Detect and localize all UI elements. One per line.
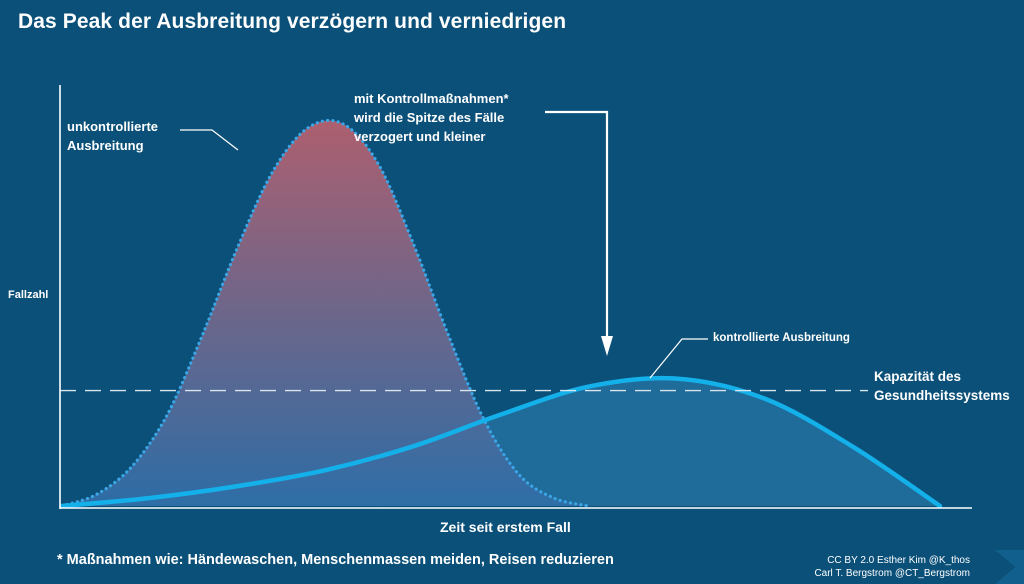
annotation-controlled-measures: mit Kontrollmaßnahmen* wird die Spitze d… <box>354 91 509 144</box>
annotation-controlled-curve: kontrollierte Ausbreitung <box>713 332 850 344</box>
credit-block: CC BY 2.0 Esther Kim @K_thos Carl T. Ber… <box>814 554 970 580</box>
chart-title: Das Peak der Ausbreitung verzögern und v… <box>18 10 567 33</box>
leader-controlled <box>649 338 708 379</box>
leader-uncontrolled <box>180 129 239 151</box>
credit-line-1: CC BY 2.0 Esther Kim @K_thos <box>827 555 970 566</box>
arrow-head <box>601 336 613 356</box>
controlled-area <box>62 378 940 506</box>
x-axis-label: Zeit seit erstem Fall <box>440 519 571 535</box>
arrow-shaft <box>545 110 609 342</box>
credit-line-2: Carl T. Bergstrom @CT_Bergstrom <box>814 568 970 579</box>
controlled-line <box>59 375 943 509</box>
y-axis-label: Fallzahl <box>8 289 49 301</box>
uncontrolled-outline <box>60 118 591 508</box>
uncontrolled-area <box>62 120 589 506</box>
annotation-uncontrolled: unkontrollierte Ausbreitung <box>67 119 159 153</box>
capacity-label: Kapazität des Gesundheitssystems <box>874 369 1010 403</box>
footnote: * Maßnahmen wie: Händewaschen, Menschenm… <box>57 552 614 568</box>
